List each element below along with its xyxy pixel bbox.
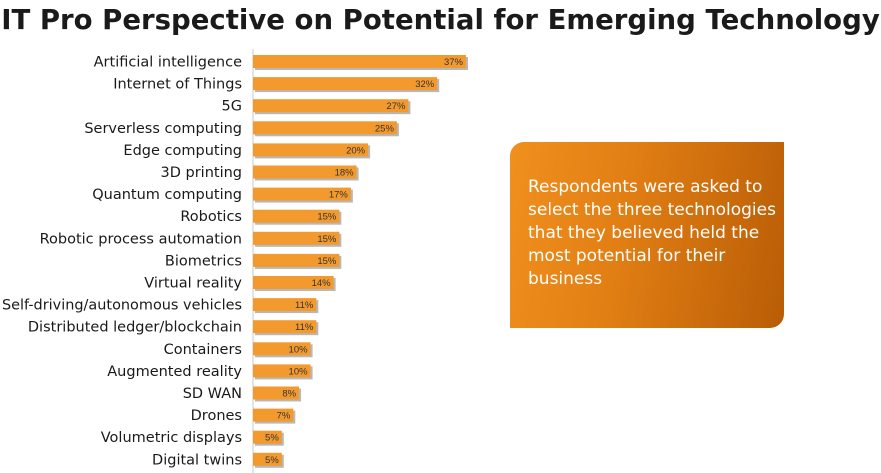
category-label: Robotic process automation [40,231,242,247]
category-label: Distributed ledger/blockchain [28,320,242,336]
value-label: 37% [444,57,464,68]
category-label: Internet of Things [113,77,242,93]
value-label: 7% [277,411,291,422]
category-label: Robotics [180,209,242,225]
value-label: 32% [415,79,435,90]
bar [253,187,351,201]
value-label: 15% [317,212,337,223]
category-label: Serverless computing [84,121,242,137]
bar [253,99,409,113]
bar [253,364,311,378]
chart-title: IT Pro Perspective on Potential for Emer… [1,4,880,36]
category-label: 5G [222,99,242,115]
value-label: 20% [346,145,366,156]
value-label: 15% [317,256,337,267]
category-label: Digital twins [152,452,242,468]
bar [253,452,282,466]
bar [253,77,438,91]
value-label: 25% [375,123,395,134]
value-label: 15% [317,234,337,245]
callout-text: Respondents were asked to select the thr… [528,177,776,289]
category-label: Drones [191,408,242,424]
bar [253,276,334,289]
bar [253,55,466,68]
category-label: 3D printing [161,165,243,181]
bar [253,430,282,444]
bar [253,320,317,334]
bar [253,121,397,135]
callout-box: Respondents were asked to select the thr… [510,142,784,328]
bar [253,209,340,223]
category-label: Volumetric displays [101,430,242,446]
bar [253,386,300,400]
category-label: Edge computing [123,143,242,159]
category-label: Biometrics [165,253,242,269]
bar [253,342,311,356]
category-label: Virtual reality [144,276,242,292]
value-label: 17% [329,190,349,201]
value-label: 10% [289,344,309,355]
category-label: Augmented reality [107,364,242,380]
category-label: Self-driving/autonomous vehicles [2,298,242,314]
category-label: Artificial intelligence [94,55,242,71]
category-label: SD WAN [183,386,242,402]
bar [253,408,294,422]
value-label: 14% [312,278,332,289]
bar [253,165,357,179]
bar [253,253,340,267]
value-label: 11% [295,322,314,333]
bar [253,231,340,245]
value-label: 8% [282,389,296,400]
value-label: 5% [265,433,279,444]
value-label: 18% [335,168,355,179]
value-label: 11% [295,300,314,311]
category-label: Containers [164,342,242,358]
value-label: 5% [265,455,279,466]
bar [253,298,317,312]
bar [253,143,369,157]
value-label: 10% [289,366,309,377]
category-label: Quantum computing [92,187,242,203]
value-label: 27% [386,101,406,112]
